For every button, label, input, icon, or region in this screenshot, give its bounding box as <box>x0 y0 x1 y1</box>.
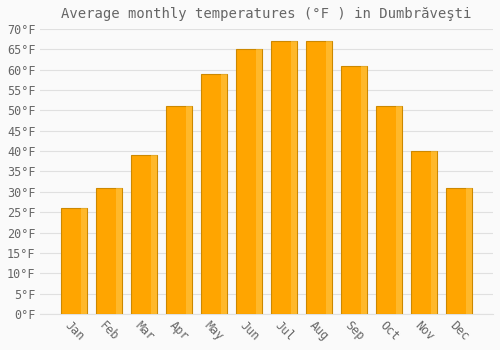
Bar <box>201 74 228 314</box>
Bar <box>220 74 228 314</box>
Bar <box>306 41 332 314</box>
Bar <box>80 208 87 314</box>
Bar <box>411 151 438 314</box>
Bar <box>61 208 87 314</box>
Bar <box>376 106 402 314</box>
Title: Average monthly temperatures (°F ) in Dumbrăveşti: Average monthly temperatures (°F ) in Du… <box>62 7 472 21</box>
Bar <box>256 49 262 314</box>
Bar <box>431 151 438 314</box>
Bar <box>166 106 192 314</box>
Bar <box>131 155 157 314</box>
Bar <box>466 188 472 314</box>
Bar <box>291 41 298 314</box>
Bar <box>96 188 122 314</box>
Bar <box>271 41 297 314</box>
Bar <box>396 106 402 314</box>
Bar <box>446 188 472 314</box>
Bar <box>341 66 367 314</box>
Bar <box>116 188 122 314</box>
Bar <box>236 49 262 314</box>
Bar <box>186 106 192 314</box>
Bar <box>326 41 332 314</box>
Bar <box>361 66 368 314</box>
Bar <box>150 155 157 314</box>
